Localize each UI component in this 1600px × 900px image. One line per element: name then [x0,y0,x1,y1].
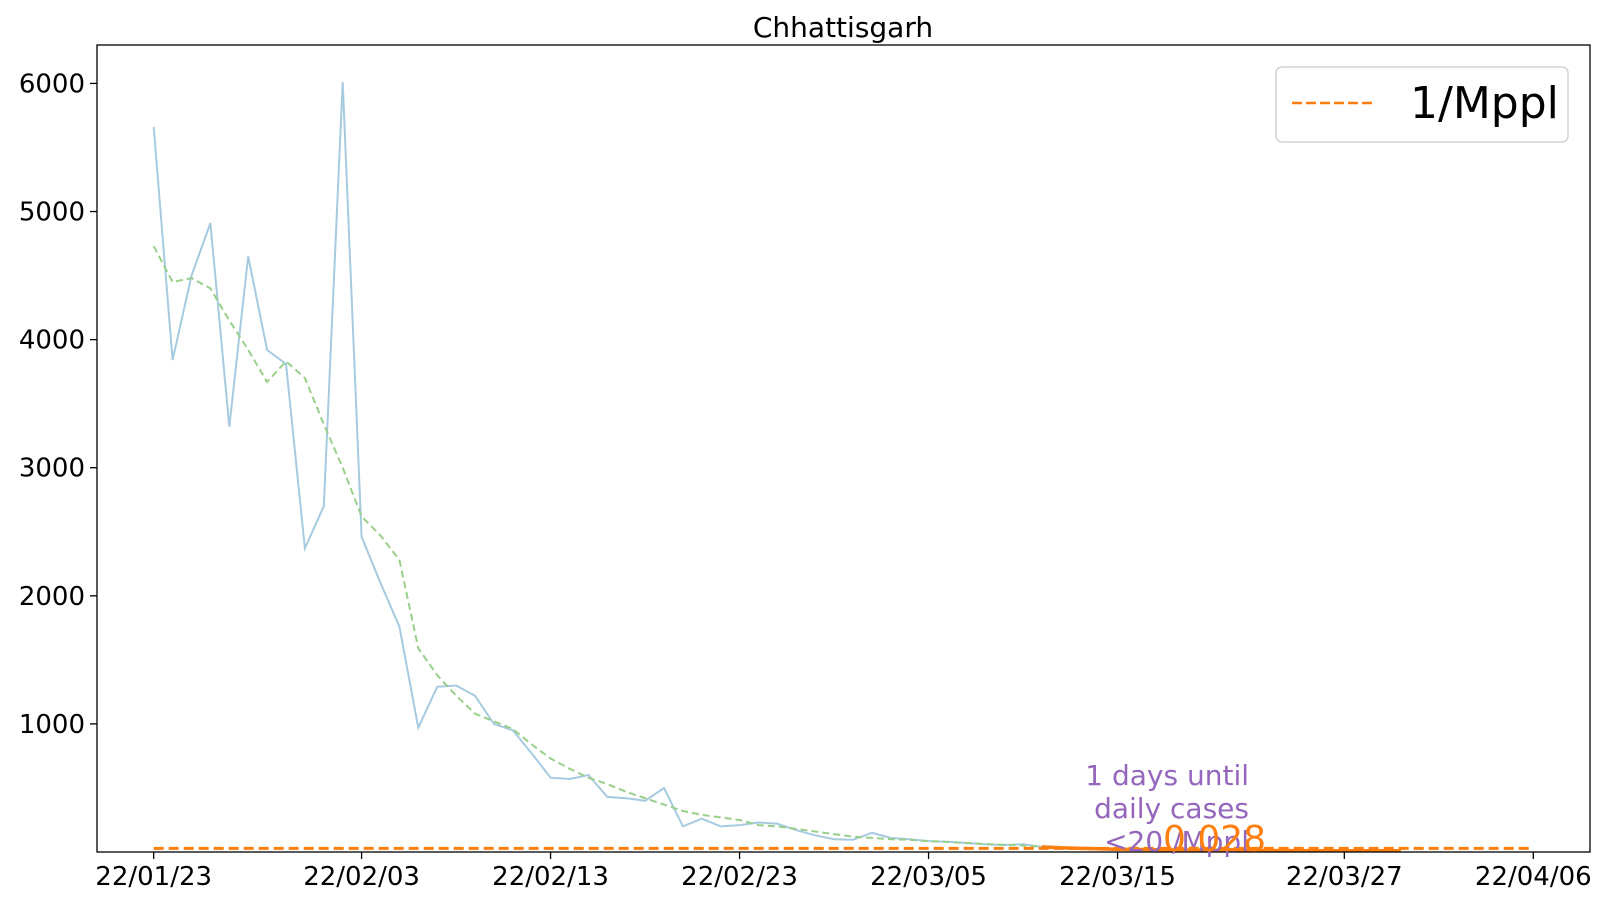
series-daily-line [152,82,1269,852]
x-tick-label: 22/04/06 [1475,862,1592,892]
series-smoothed-line [152,245,1269,852]
x-tick-label: 22/03/15 [1059,862,1176,892]
x-tick-label: 22/03/27 [1286,862,1403,892]
y-tick-label: 3000 [19,454,85,484]
annotation-line-3: <20 /Mppl [1104,825,1249,858]
plot-layer [152,82,1534,853]
x-tick-label: 22/02/13 [492,862,609,892]
legend-box [1275,66,1569,143]
annotation-line-2: daily cases [1094,792,1249,825]
legend: 1/Mppl [1275,66,1569,143]
y-tick-label: 4000 [19,326,85,356]
y-tick-label: 6000 [19,69,85,99]
x-tick-label: 22/01/23 [95,862,212,892]
y-axis: 1000 2000 3000 4000 5000 6000 [19,69,97,740]
x-tick-label: 22/03/05 [870,862,987,892]
series-projection-line [1041,845,1402,853]
x-tick-label: 22/02/03 [303,862,420,892]
annotation-line-1: 1 days until [1085,759,1249,792]
annotation-threshold-value: 0.028 [1163,819,1266,860]
x-axis: 22/01/23 22/02/03 22/02/13 22/02/23 22/03/05… [95,852,1592,892]
y-tick-label: 2000 [19,582,85,612]
y-tick-label: 1000 [19,710,85,740]
chart-title: Chhattisgarh [753,11,933,44]
x-tick-label: 22/02/23 [681,862,798,892]
annotations: 1 days until daily cases <20 /Mppl 0.028 [1085,759,1266,860]
y-tick-label: 5000 [19,198,85,228]
plot-frame [96,44,1591,853]
legend-label-1mppl: 1/Mppl [1410,78,1559,129]
